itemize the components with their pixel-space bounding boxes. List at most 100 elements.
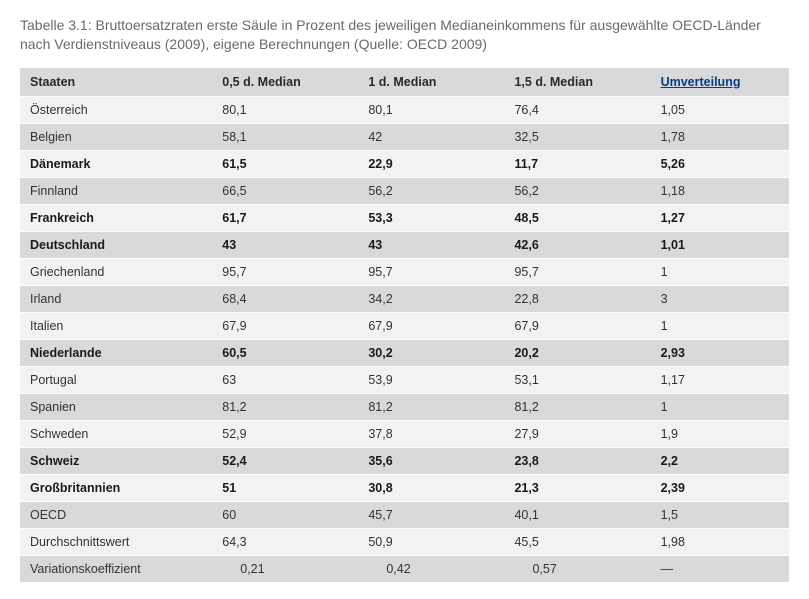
cell-c3: 67,9 (358, 312, 504, 339)
cell-c5: 1,17 (651, 366, 789, 393)
col-header-umverteilung[interactable]: Umverteilung (651, 68, 789, 97)
cell-c1: Variationskoeffizient (20, 555, 212, 582)
cell-c1: Finnland (20, 177, 212, 204)
cell-c4: 45,5 (504, 528, 650, 555)
cell-c5: 1,05 (651, 96, 789, 123)
cell-c4: 42,6 (504, 231, 650, 258)
cell-c3: 50,9 (358, 528, 504, 555)
table-row: Griechenland95,795,795,71 (20, 258, 789, 285)
cell-c5: 2,2 (651, 447, 789, 474)
col-header-15median: 1,5 d. Median (504, 68, 650, 97)
cell-c3: 35,6 (358, 447, 504, 474)
cell-c1: Belgien (20, 123, 212, 150)
cell-c3: 22,9 (358, 150, 504, 177)
table-row: Frankreich61,753,348,51,27 (20, 204, 789, 231)
table-caption: Tabelle 3.1: Bruttoersatzraten erste Säu… (20, 16, 789, 54)
cell-c1: Irland (20, 285, 212, 312)
cell-c4: 56,2 (504, 177, 650, 204)
cell-c1: Niederlande (20, 339, 212, 366)
cell-c1: Großbritannien (20, 474, 212, 501)
table-row: Portugal6353,953,11,17 (20, 366, 789, 393)
cell-c3: 45,7 (358, 501, 504, 528)
cell-c2: 68,4 (212, 285, 358, 312)
cell-c2: 61,7 (212, 204, 358, 231)
cell-c4: 27,9 (504, 420, 650, 447)
cell-c3: 30,8 (358, 474, 504, 501)
table-row: Finnland66,556,256,21,18 (20, 177, 789, 204)
table-row: Italien67,967,967,91 (20, 312, 789, 339)
cell-c4: 95,7 (504, 258, 650, 285)
cell-c4: 76,4 (504, 96, 650, 123)
cell-c5: — (651, 555, 789, 582)
cell-c1: Italien (20, 312, 212, 339)
cell-c1: Schweiz (20, 447, 212, 474)
cell-c4: 53,1 (504, 366, 650, 393)
cell-c2: 51 (212, 474, 358, 501)
data-table: Staaten 0,5 d. Median 1 d. Median 1,5 d.… (20, 68, 789, 583)
cell-c1: Dänemark (20, 150, 212, 177)
cell-c4: 40,1 (504, 501, 650, 528)
cell-c3: 42 (358, 123, 504, 150)
cell-c5: 3 (651, 285, 789, 312)
cell-c5: 1,18 (651, 177, 789, 204)
cell-c4: 11,7 (504, 150, 650, 177)
cell-c2: 64,3 (212, 528, 358, 555)
cell-c5: 1,9 (651, 420, 789, 447)
cell-c2: 81,2 (212, 393, 358, 420)
cell-c2: 52,9 (212, 420, 358, 447)
cell-c1: Durchschnittswert (20, 528, 212, 555)
cell-c2: 58,1 (212, 123, 358, 150)
cell-c5: 2,93 (651, 339, 789, 366)
col-header-05median: 0,5 d. Median (212, 68, 358, 97)
cell-c5: 1 (651, 258, 789, 285)
cell-c4: 23,8 (504, 447, 650, 474)
table-header-row: Staaten 0,5 d. Median 1 d. Median 1,5 d.… (20, 68, 789, 97)
table-row: Spanien81,281,281,21 (20, 393, 789, 420)
cell-c2: 43 (212, 231, 358, 258)
cell-c4: 81,2 (504, 393, 650, 420)
cell-c5: 1 (651, 393, 789, 420)
cell-c3: 53,3 (358, 204, 504, 231)
cell-c1: Schweden (20, 420, 212, 447)
cell-c5: 5,26 (651, 150, 789, 177)
cell-c3: 56,2 (358, 177, 504, 204)
cell-c4: 20,2 (504, 339, 650, 366)
cell-c2: 80,1 (212, 96, 358, 123)
cell-c2: 67,9 (212, 312, 358, 339)
cell-c3: 30,2 (358, 339, 504, 366)
cell-c4: 22,8 (504, 285, 650, 312)
cell-c2: 66,5 (212, 177, 358, 204)
cell-c5: 1,5 (651, 501, 789, 528)
cell-c3: 0,42 (358, 555, 504, 582)
cell-c5: 1,78 (651, 123, 789, 150)
table-row: Österreich80,180,176,41,05 (20, 96, 789, 123)
col-header-staaten: Staaten (20, 68, 212, 97)
col-header-1median: 1 d. Median (358, 68, 504, 97)
cell-c5: 2,39 (651, 474, 789, 501)
cell-c2: 60 (212, 501, 358, 528)
cell-c4: 48,5 (504, 204, 650, 231)
table-row: Durchschnittswert64,350,945,51,98 (20, 528, 789, 555)
cell-c1: Griechenland (20, 258, 212, 285)
cell-c1: Deutschland (20, 231, 212, 258)
cell-c3: 81,2 (358, 393, 504, 420)
cell-c2: 0,21 (212, 555, 358, 582)
table-row: Variationskoeffizient0,210,420,57— (20, 555, 789, 582)
table-row: Deutschland434342,61,01 (20, 231, 789, 258)
cell-c4: 21,3 (504, 474, 650, 501)
cell-c4: 67,9 (504, 312, 650, 339)
cell-c3: 53,9 (358, 366, 504, 393)
cell-c1: OECD (20, 501, 212, 528)
cell-c2: 95,7 (212, 258, 358, 285)
cell-c4: 32,5 (504, 123, 650, 150)
cell-c5: 1 (651, 312, 789, 339)
cell-c3: 95,7 (358, 258, 504, 285)
cell-c1: Spanien (20, 393, 212, 420)
table-row: OECD6045,740,11,5 (20, 501, 789, 528)
table-row: Schweden52,937,827,91,9 (20, 420, 789, 447)
table-row: Belgien58,14232,51,78 (20, 123, 789, 150)
cell-c5: 1,27 (651, 204, 789, 231)
cell-c2: 61,5 (212, 150, 358, 177)
cell-c3: 43 (358, 231, 504, 258)
cell-c3: 34,2 (358, 285, 504, 312)
